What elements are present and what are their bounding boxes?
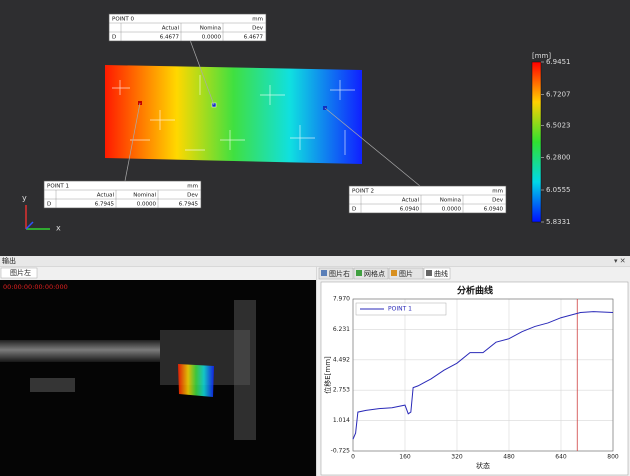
column-header: Actual [97, 193, 115, 199]
pin-button[interactable]: ▾ ✕ [614, 257, 626, 265]
legend-label: POINT 1 [388, 306, 412, 313]
output-bar [0, 256, 630, 266]
callout-unit: mm [252, 17, 263, 23]
tab[interactable] [318, 267, 354, 280]
colorbar-tick-label: 6.7207 [546, 90, 571, 98]
cell-value: 6.4677 [244, 35, 264, 41]
axis-label: y [22, 194, 27, 203]
mesh-lines [112, 75, 355, 155]
cell-value: 0.0000 [137, 202, 157, 208]
cell-value: 6.4677 [160, 35, 180, 41]
cell-value: 6.7945 [95, 202, 115, 208]
tab-icon[interactable] [321, 270, 327, 276]
tab-label[interactable]: 图片右 [329, 269, 350, 278]
tab-label[interactable]: 图片 [399, 269, 413, 278]
cell-value: 6.7945 [179, 202, 199, 208]
tab-bar: 图片右 网格点 图片 曲线 [318, 267, 451, 280]
axis-label: x [56, 224, 61, 233]
colorbar-tick-label: 6.2800 [546, 154, 571, 162]
row-label: D [47, 202, 51, 208]
tab[interactable] [388, 267, 424, 280]
x-tick-label: 800 [607, 454, 619, 461]
tab-label[interactable]: 网格点 [364, 269, 385, 278]
y-tick-label: 1.014 [333, 417, 350, 424]
tab[interactable] [423, 267, 451, 280]
tab-icon[interactable] [356, 270, 362, 276]
callout-name: POINT 1 [47, 184, 69, 190]
tab-label[interactable]: 曲线 [434, 269, 448, 278]
plot: -0.725 1.014 2.753 4.492 6.231 7.970 0 160 320 48… [331, 296, 619, 461]
colorbar-tick-label: 6.9451 [546, 58, 571, 66]
legend [355, 302, 447, 316]
column-header: Actual [162, 26, 180, 32]
row-label: D [112, 35, 116, 41]
callout-unit: mm [492, 189, 503, 195]
column-header: Nominal [133, 193, 156, 199]
row-label: D [352, 207, 356, 213]
cell-value: 6.0940 [484, 207, 504, 213]
y-axis-label: 位移E[mm] [323, 356, 332, 394]
callouts: POINT 0 mm Actual Nomina Dev D 6.4677 0.0000 6.4… [43, 13, 507, 214]
colorbar-ticks: 6.9451 6.7207 6.5023 6.2800 6.0555 5.8331 [541, 58, 571, 226]
cell-value: 0.0000 [202, 35, 222, 41]
column-header: Dev [187, 193, 199, 199]
image-detail [234, 300, 256, 440]
callout-box [43, 180, 202, 209]
timestamp: 00:00:00:00:00:000 [3, 283, 68, 291]
column-header: Actual [402, 198, 420, 204]
tab[interactable] [353, 267, 389, 280]
colorbar-tick-label: 6.0555 [546, 186, 571, 194]
series-line [352, 311, 614, 440]
colorbar-unit: [mm] [532, 52, 551, 60]
x-tick-label: 0 [351, 454, 355, 461]
column-header: Dev [252, 26, 264, 32]
colorbar-tick-label: 6.5023 [546, 122, 571, 130]
x-axis-label: 状态 [476, 461, 490, 470]
tab-icon[interactable] [426, 270, 432, 276]
output-title: 输出 [2, 256, 16, 265]
x-tick-label: 160 [399, 454, 411, 461]
x-tick-label: 480 [503, 454, 515, 461]
image-overlay [178, 364, 214, 397]
callout-box [348, 185, 507, 214]
callout-unit: mm [187, 184, 198, 190]
callout-box [108, 13, 267, 42]
leader-lines [124, 39, 421, 187]
x-tick-label: 640 [555, 454, 567, 461]
tab[interactable] [0, 267, 38, 279]
column-header: Dev [492, 198, 504, 204]
tab-icon[interactable] [391, 270, 397, 276]
y-tick-label: 7.970 [333, 296, 350, 303]
axes-icon: y x [22, 194, 61, 233]
y-tick-label: 4.492 [333, 356, 350, 363]
surface [105, 65, 362, 164]
tab-label[interactable]: 图片左 [10, 268, 31, 277]
cell-value: 0.0000 [442, 207, 462, 213]
y-tick-label: 6.231 [333, 326, 350, 333]
image-detail [30, 378, 75, 392]
colorbar [531, 61, 542, 223]
plot-frame [352, 298, 614, 452]
chart-title: 分析曲线 [457, 285, 493, 297]
callout-name: POINT 2 [352, 189, 374, 195]
callout-name: POINT 0 [112, 17, 134, 23]
column-header: Nomina [200, 26, 221, 32]
y-tick-label: 2.753 [333, 387, 350, 394]
x-tick-label: 320 [451, 454, 463, 461]
colorbar-tick-label: 5.8331 [546, 218, 571, 226]
image-detail [0, 340, 160, 362]
column-header: Nomina [440, 198, 461, 204]
cell-value: 6.0940 [400, 207, 420, 213]
y-tick-label: -0.725 [331, 448, 351, 455]
